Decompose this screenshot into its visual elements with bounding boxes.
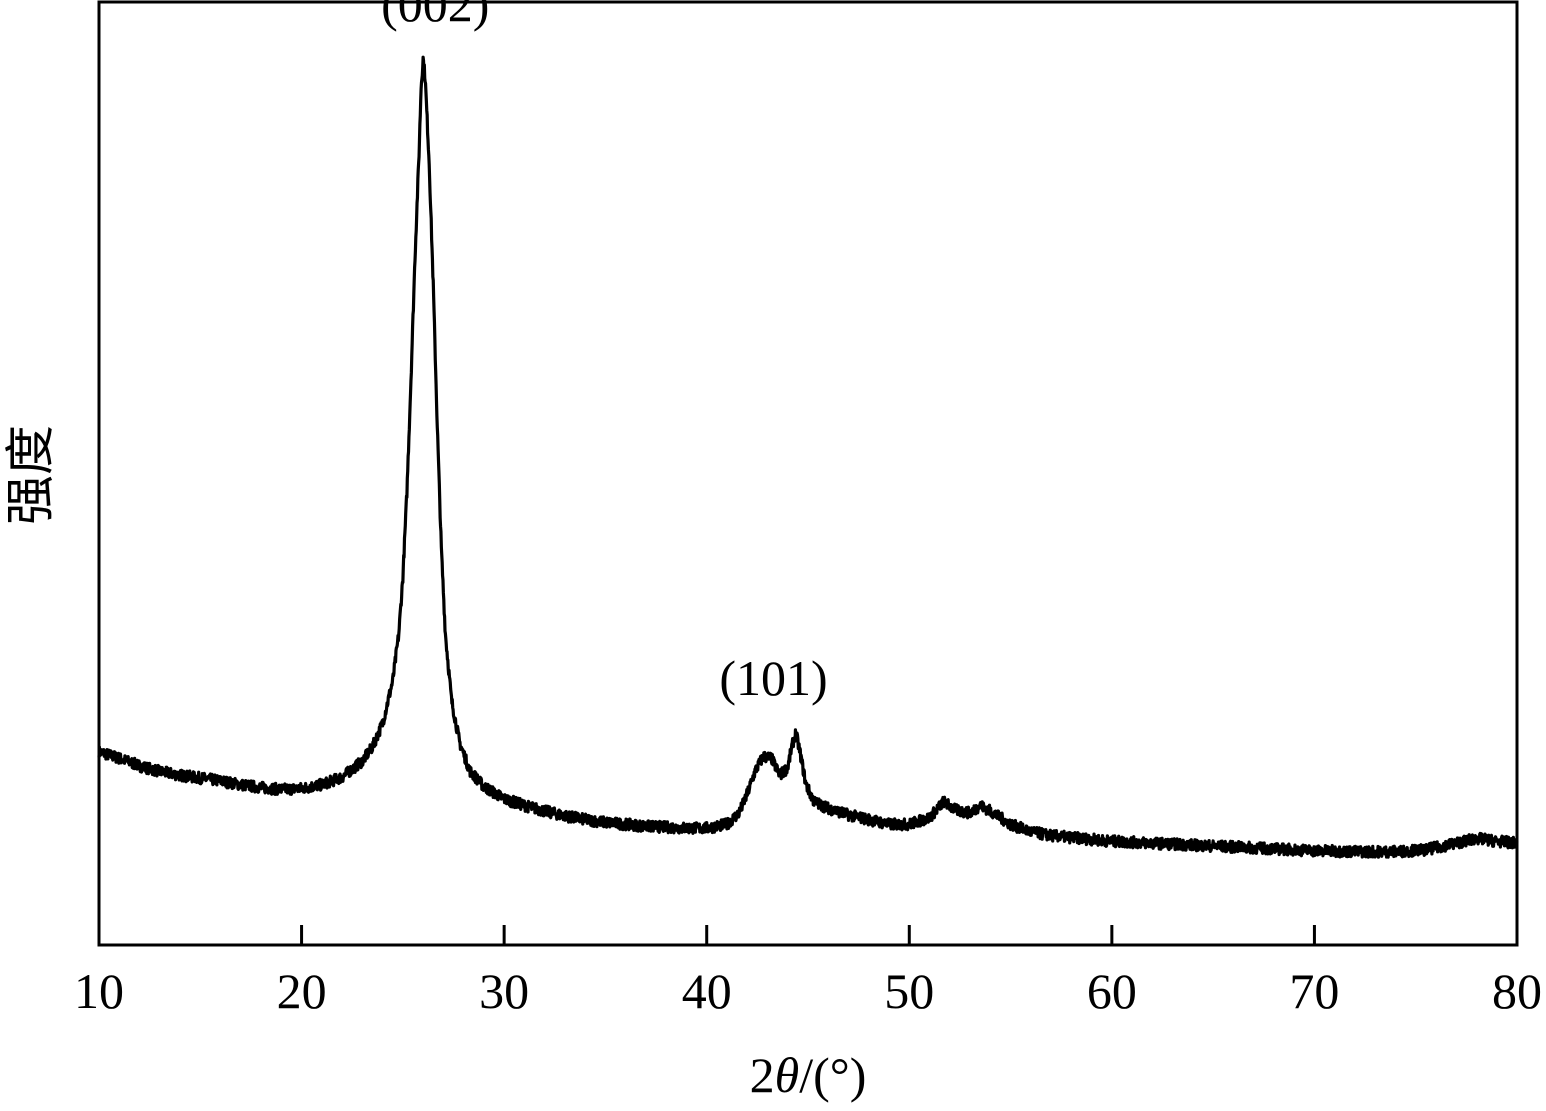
plot-frame — [97, 0, 1519, 947]
peak-label: (101) — [719, 650, 827, 706]
x-tick-label: 20 — [277, 963, 327, 1019]
x-tick-label: 30 — [479, 963, 529, 1019]
x-tick-label: 70 — [1289, 963, 1339, 1019]
x-tick-label: 60 — [1087, 963, 1137, 1019]
y-axis-label: 强度 — [2, 425, 58, 525]
x-ticks — [300, 925, 1316, 945]
x-tick-label: 40 — [682, 963, 732, 1019]
series-line — [97, 55, 1519, 859]
x-tick-label: 10 — [74, 963, 124, 1019]
peak-label: (002) — [381, 0, 489, 32]
x-tick-labels: 10 20 30 40 50 60 70 80 — [74, 963, 1542, 1019]
x-tick-label: 80 — [1492, 963, 1542, 1019]
x-tick-label: 50 — [884, 963, 934, 1019]
x-axis-label: 2θ/(°) — [750, 1047, 867, 1103]
peak-annotations: (002) (101) — [381, 0, 828, 706]
